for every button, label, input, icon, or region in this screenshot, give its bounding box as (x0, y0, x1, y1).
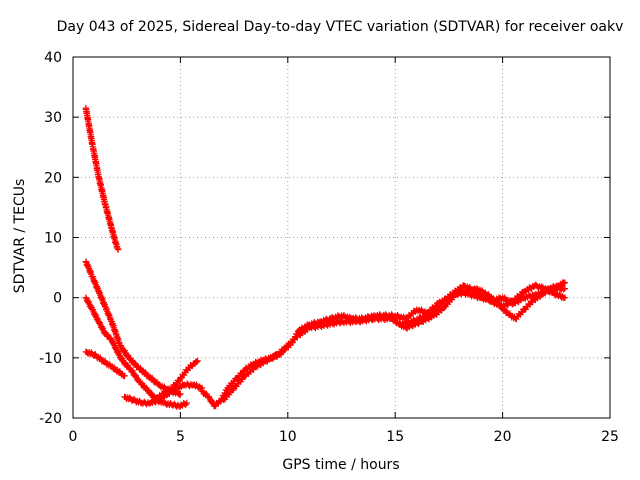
data-point (121, 372, 128, 380)
data-point (194, 357, 201, 364)
x-tick-label: 25 (601, 429, 619, 445)
y-tick-label: -10 (39, 351, 62, 367)
data-point (561, 279, 569, 286)
data-point-cluster (397, 317, 415, 329)
data-point-cluster (448, 282, 467, 299)
data-point-cluster (108, 227, 119, 246)
data-point-cluster (102, 304, 115, 325)
data-point-cluster (242, 363, 258, 379)
chart-title: Day 043 of 2025, Sidereal Day-to-day VTE… (56, 19, 624, 35)
data-point-cluster (146, 373, 162, 388)
series-track-d (82, 348, 128, 380)
data-point-cluster (521, 298, 535, 313)
series-track-b (82, 258, 184, 398)
data-point-cluster (221, 386, 237, 403)
data-point-cluster (294, 324, 312, 340)
x-tick-label: 0 (69, 429, 78, 445)
grid-lines (73, 57, 610, 418)
data-point-cluster (100, 357, 114, 370)
data-point-cluster (128, 367, 143, 385)
axis-ticks: 0 5 10 15 20 25 -20 -10 0 10 20 30 40 (39, 50, 619, 445)
y-tick-label: -20 (39, 411, 62, 427)
data-point-cluster (89, 141, 102, 180)
data-point-cluster (233, 367, 248, 382)
data-point-cluster (423, 303, 441, 319)
data-point-cluster (83, 259, 95, 280)
data-series (82, 104, 569, 410)
data-point-cluster (435, 291, 454, 309)
x-tick-label: 10 (279, 429, 297, 445)
data-point-cluster (95, 175, 109, 207)
y-tick-label: 10 (44, 231, 62, 247)
data-point-cluster (184, 362, 196, 374)
data-point-cluster (117, 342, 132, 360)
x-tick-label: 15 (386, 429, 404, 445)
data-point-cluster (82, 106, 96, 147)
data-point-cluster (530, 292, 544, 304)
y-tick-label: 40 (44, 50, 62, 66)
data-point-cluster (102, 201, 115, 231)
series-track-i (396, 281, 569, 329)
data-point-cluster (161, 385, 175, 397)
data-point-cluster (96, 289, 108, 309)
data-point (183, 399, 190, 407)
data-point-cluster (339, 317, 359, 327)
data-point-cluster (307, 320, 329, 332)
data-point-cluster (242, 361, 256, 373)
data-point-cluster (371, 314, 393, 324)
data-point-cluster (474, 287, 492, 304)
data-point (177, 390, 184, 398)
data-point-cluster (83, 295, 95, 312)
data-point-cluster (135, 363, 151, 380)
y-tick-label: 0 (53, 291, 62, 307)
data-point-cluster (89, 273, 102, 294)
data-point-cluster (89, 306, 102, 325)
data-point-cluster (212, 397, 224, 409)
x-axis-label: GPS time / hours (282, 457, 400, 473)
x-tick-label: 5 (176, 429, 185, 445)
data-point-cluster (113, 346, 125, 363)
data-point-cluster (96, 319, 108, 336)
data-point (561, 294, 569, 301)
data-point (561, 285, 569, 292)
data-point-cluster (274, 342, 290, 358)
data-point-cluster (137, 379, 151, 394)
y-axis-label: SDTVAR / TECUs (12, 178, 28, 294)
x-tick-label: 20 (494, 429, 512, 445)
data-point-cluster (169, 377, 183, 391)
data-point (114, 246, 122, 253)
series-track-f (151, 357, 201, 404)
y-tick-label: 30 (44, 110, 62, 126)
series-track-a (82, 104, 122, 253)
y-tick-label: 20 (44, 170, 62, 186)
